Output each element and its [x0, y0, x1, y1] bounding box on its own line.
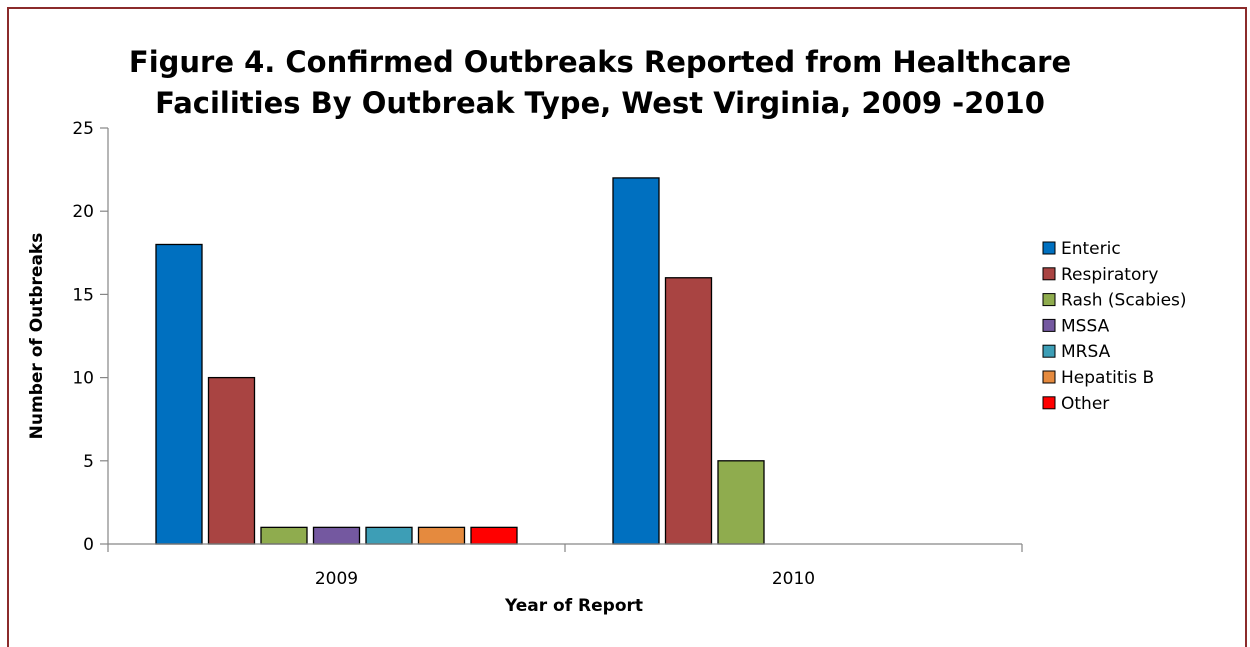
y-tick-label: 20: [72, 202, 94, 222]
legend-label-hepatitis-b: Hepatitis B: [1061, 368, 1154, 388]
legend-swatch-other: [1042, 396, 1056, 410]
legend-swatch-rash-scabies: [1042, 293, 1056, 307]
plot-area: [155, 177, 765, 545]
legend-label-enteric: Enteric: [1061, 239, 1121, 259]
x-tick-label: 2010: [772, 569, 815, 589]
legend-swatch-mrsa: [1042, 344, 1056, 358]
legend: Enteric Respiratory Rash (Scabies) MSSA MRSA…: [1042, 239, 1187, 414]
y-tick-label: 5: [83, 452, 94, 472]
x-tick-label: 2009: [315, 569, 358, 589]
legend-label-rash-scabies: Rash (Scabies): [1061, 291, 1187, 311]
bar-mrsa-2009: [365, 526, 413, 545]
x-axis-title: Year of Report: [504, 596, 643, 616]
bar-rash-scabies-2009: [260, 526, 308, 545]
legend-swatch-hepatitis-b: [1042, 370, 1056, 384]
legend-label-respiratory: Respiratory: [1061, 265, 1158, 285]
legend-swatch-respiratory: [1042, 267, 1056, 281]
bar-hepatitis-b-2009: [417, 526, 466, 545]
chart-frame: [7, 7, 1247, 647]
bar-respiratory-2009: [207, 376, 256, 545]
chart-title-line-2: Facilities By Outbreak Type, West Virgin…: [155, 86, 1045, 120]
bar-chart: Figure 4. Confirmed Outbreaks Reported f…: [27, 45, 1187, 616]
bar-mssa-2009: [312, 526, 361, 545]
y-tick-label: 25: [72, 119, 94, 139]
legend-label-mrsa: MRSA: [1061, 342, 1111, 362]
x-axis: 2009 2010: [107, 543, 1023, 589]
legend-swatch-enteric: [1042, 241, 1056, 255]
bar-other-2009: [470, 526, 518, 545]
bar-respiratory-2010: [664, 277, 713, 545]
legend-label-mssa: MSSA: [1061, 316, 1110, 336]
legend-swatch-mssa: [1042, 318, 1056, 332]
y-tick-label: 0: [83, 535, 94, 555]
y-tick-label: 10: [72, 369, 94, 389]
y-axis: 0 5 10 15 20 25: [72, 119, 109, 555]
legend-label-other: Other: [1061, 394, 1109, 414]
chart-title-line-1: Figure 4. Confirmed Outbreaks Reported f…: [129, 45, 1071, 79]
y-axis-title: Number of Outbreaks: [27, 233, 47, 440]
y-tick-label: 15: [72, 285, 94, 305]
bar-enteric-2010: [612, 177, 660, 545]
bar-enteric-2009: [155, 243, 203, 545]
bar-rash-scabies-2010: [717, 460, 765, 545]
